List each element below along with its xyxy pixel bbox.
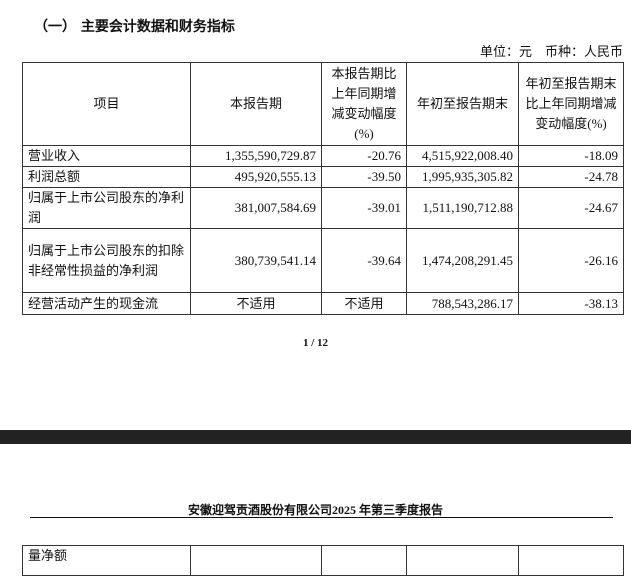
cell: 381,007,584.69 [190, 187, 322, 229]
cell: -39.01 [321, 187, 407, 229]
header-rule [30, 517, 613, 518]
cell: -20.76 [321, 145, 407, 167]
header-current-change: 本报告期比上年同期增减变动幅度(%) [321, 62, 407, 146]
page-number: 1 / 12 [302, 337, 329, 349]
cell: 不适用 [190, 292, 322, 315]
cell: 1,995,935,305.82 [406, 166, 519, 188]
cell: 788,543,286.17 [406, 292, 519, 315]
row-label: 营业收入 [22, 145, 191, 167]
table-row: 营业收入 1,355,590,729.87 -20.76 4,515,922,008.… [22, 145, 624, 167]
cell: -26.16 [518, 228, 624, 293]
cell: -39.64 [321, 228, 407, 293]
row-label: 利润总额 [22, 166, 191, 188]
cell: -38.13 [518, 292, 624, 315]
header-ytd: 年初至报告期末 [406, 62, 519, 146]
financial-table: 项目 本报告期 本报告期比上年同期增减变动幅度(%) 年初至报告期末 年初至报告… [22, 62, 624, 315]
cell: -18.09 [518, 145, 624, 167]
cell: 4,515,922,008.40 [406, 145, 519, 167]
table-row: 归属于上市公司股东的扣除非经常性损益的净利润 380,739,541.14 -39.… [22, 228, 624, 293]
cell: -39.50 [321, 166, 407, 188]
cell: 1,474,208,291.45 [406, 228, 519, 293]
cell: -24.67 [518, 187, 624, 229]
unit-note: 单位：元 币种：人民币 [479, 44, 623, 59]
header-ytd-change: 年初至报告期末比上年同期增减变动幅度(%) [518, 62, 624, 146]
table-row: 经营活动产生的现金流 不适用 不适用 788,543,286.17 -38.13 [22, 292, 624, 315]
cell: 1,511,190,712.88 [406, 187, 519, 229]
cell: 1,355,590,729.87 [190, 145, 322, 167]
header-row: 项目 本报告期 本报告期比上年同期增减变动幅度(%) 年初至报告期末 年初至报告… [22, 62, 624, 146]
row-label: 归属于上市公司股东的净利润 [22, 187, 191, 229]
cell: -24.78 [518, 166, 624, 188]
row-label: 归属于上市公司股东的扣除非经常性损益的净利润 [22, 228, 191, 293]
cell: 380,739,541.14 [190, 228, 322, 293]
row-label: 经营活动产生的现金流 [22, 292, 191, 315]
header-item: 项目 [22, 62, 191, 146]
cell: 495,920,555.13 [190, 166, 322, 188]
report-header: 安徽迎驾贡酒股份有限公司2025 年第三季度报告 [187, 503, 443, 517]
section-title: （一） 主要会计数据和财务指标 [34, 19, 235, 35]
table-row: 归属于上市公司股东的净利润 381,007,584.69 -39.01 1,511,1… [22, 187, 624, 229]
cell: 不适用 [321, 292, 407, 315]
header-current: 本报告期 [190, 62, 322, 146]
table-row: 利润总额 495,920,555.13 -39.50 1,995,935,305.82… [22, 166, 624, 188]
page-separator [0, 430, 631, 444]
